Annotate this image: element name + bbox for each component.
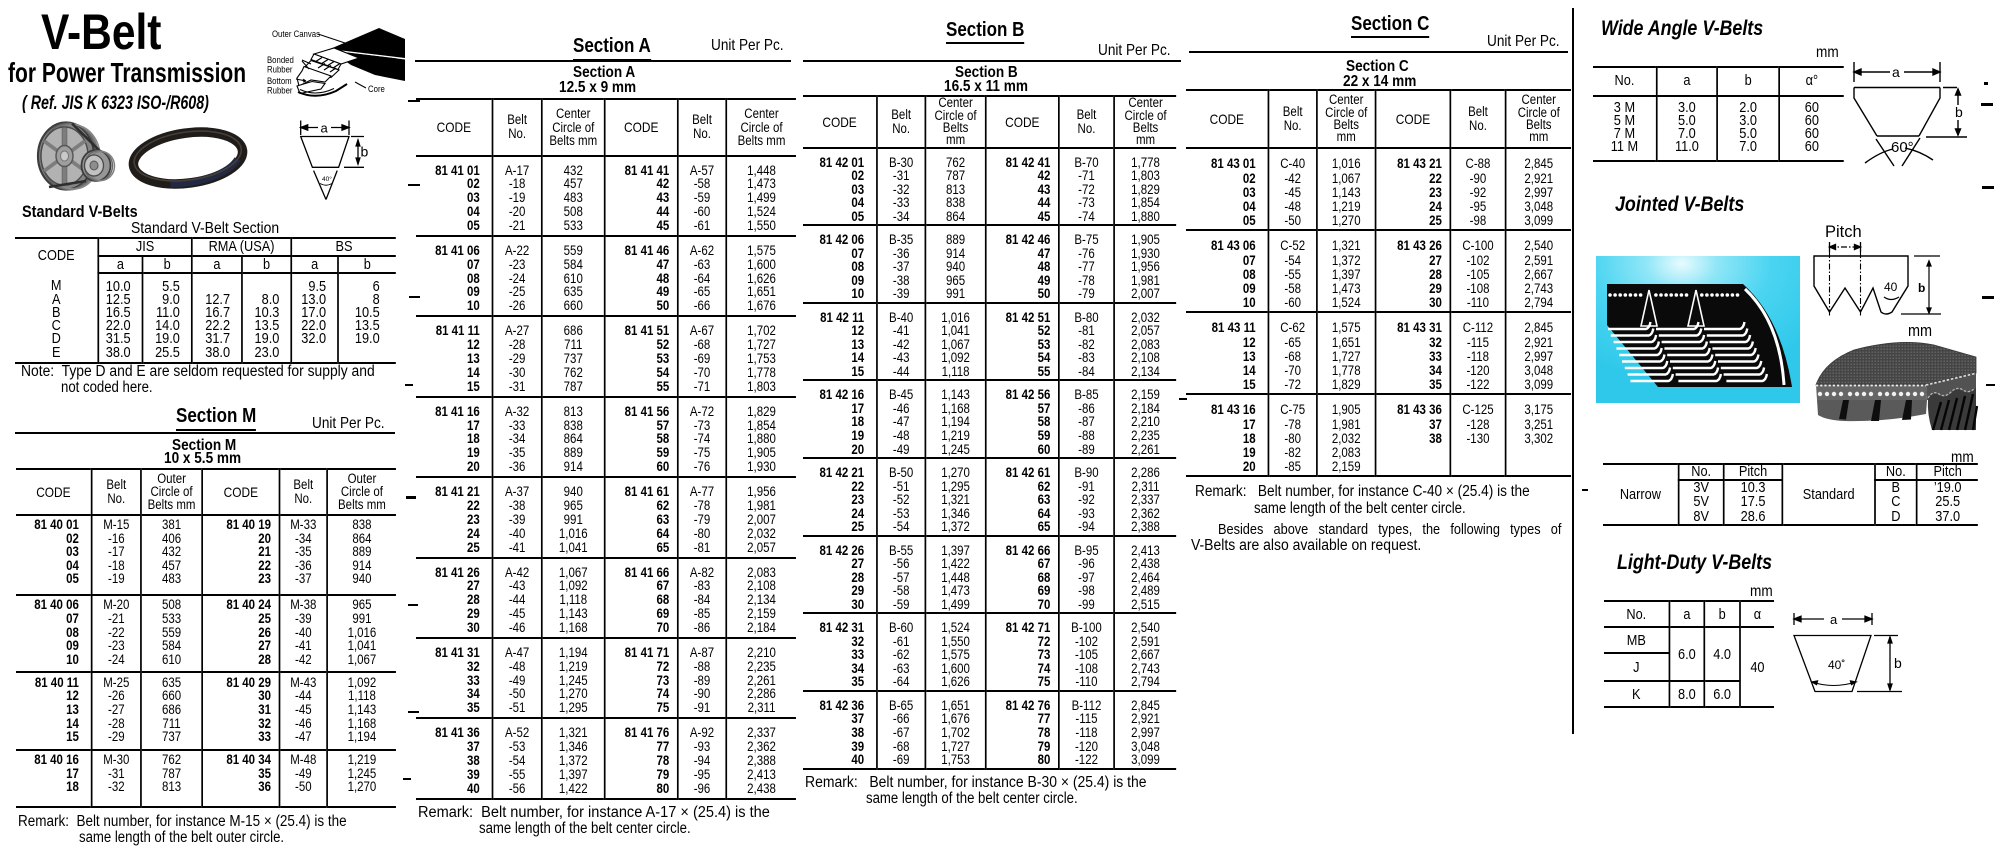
svg-text:60°: 60° <box>1891 139 1914 156</box>
svg-text:b: b <box>1894 655 1902 671</box>
svg-text:b: b <box>361 144 369 160</box>
svg-text:Rubber: Rubber <box>267 64 293 75</box>
svg-text:Rubber: Rubber <box>267 85 293 96</box>
svg-text:a: a <box>1892 64 1900 80</box>
svg-text:40˚: 40˚ <box>1828 658 1845 672</box>
svg-text:Outer Canvas: Outer Canvas <box>272 28 321 39</box>
svg-text:a: a <box>321 121 329 136</box>
svg-text:b: b <box>1918 281 1925 295</box>
svg-text:Bottom: Bottom <box>267 75 292 86</box>
svg-text:40°: 40° <box>322 175 332 183</box>
svg-text:Core: Core <box>368 83 385 94</box>
svg-text:b: b <box>1955 104 1963 120</box>
svg-text:40: 40 <box>1884 280 1898 294</box>
svg-text:Bonded: Bonded <box>267 54 294 65</box>
svg-text:a: a <box>1830 612 1838 627</box>
